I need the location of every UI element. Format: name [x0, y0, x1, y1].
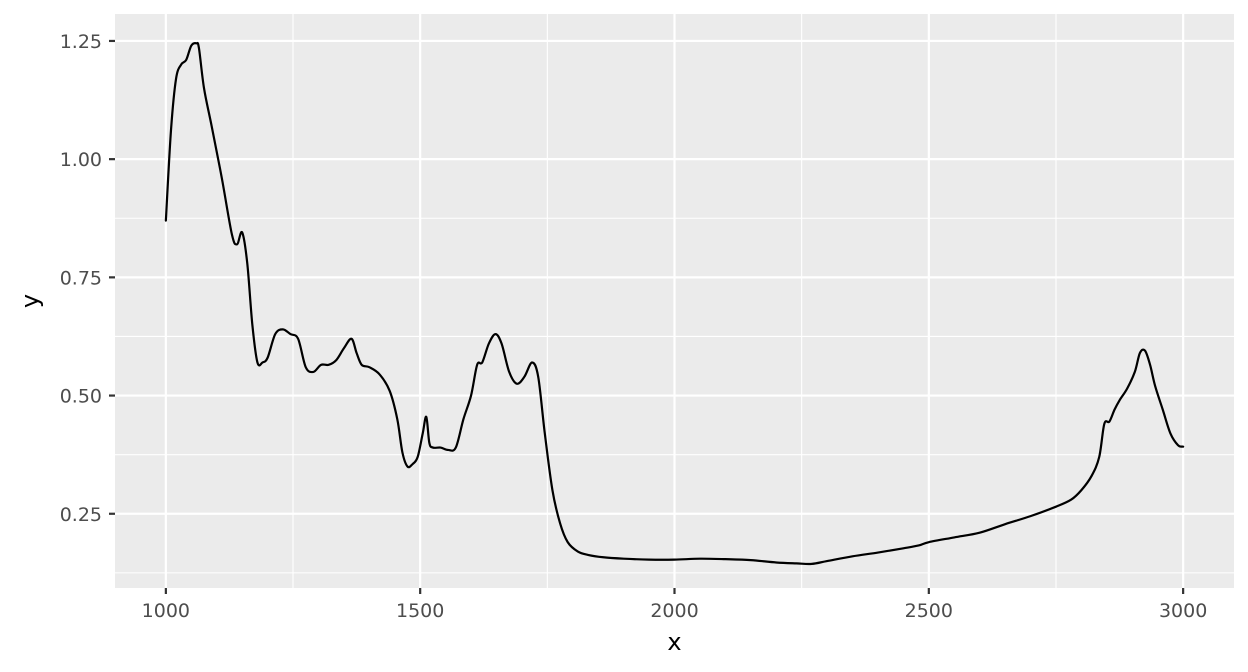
x-tick-label: 1500 — [396, 600, 444, 622]
series-line — [164, 41, 1185, 566]
y-axis-title: y — [16, 294, 44, 308]
x-tick-label: 1000 — [142, 600, 190, 622]
y-tick-label: 1.25 — [60, 31, 102, 53]
x-axis-title: x — [667, 628, 681, 656]
y-tick-label: 0.75 — [60, 267, 102, 289]
x-axis: 1000 1500 2000 2500 3000 — [142, 588, 1207, 622]
y-tick-label: 0.25 — [60, 504, 102, 526]
x-tick-label: 2500 — [905, 600, 953, 622]
major-gridlines — [115, 14, 1234, 588]
y-tick-label: 1.00 — [60, 149, 102, 171]
y-tick-label: 0.50 — [60, 386, 102, 408]
x-tick-label: 2000 — [650, 600, 698, 622]
y-axis: 0.25 0.50 0.75 1.00 1.25 — [60, 31, 115, 526]
x-tick-label: 3000 — [1159, 600, 1207, 622]
